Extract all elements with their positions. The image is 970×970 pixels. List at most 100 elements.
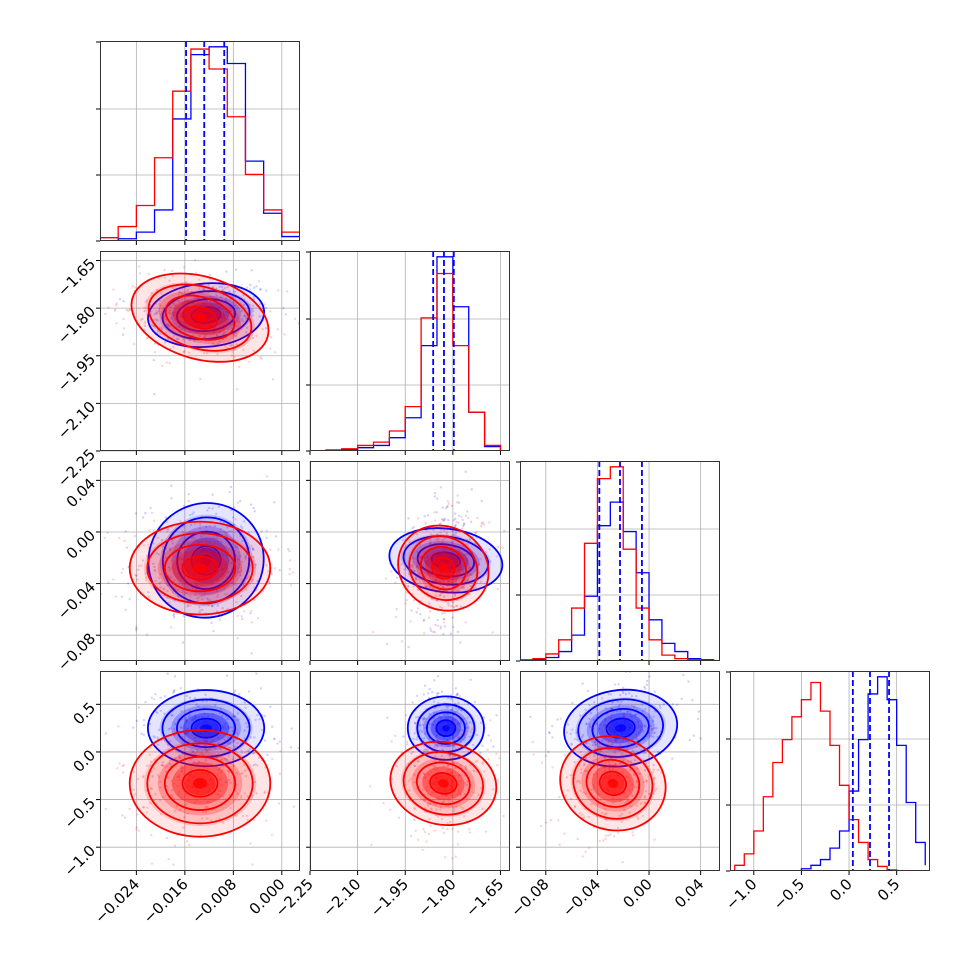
scatter-point [187, 324, 190, 328]
scatter-point [216, 537, 219, 541]
scatter-point [155, 311, 158, 314]
scatter-point [240, 569, 243, 572]
scatter-point [171, 269, 174, 273]
scatter-point [235, 335, 238, 338]
scatter-point [206, 767, 210, 770]
scatter-point [179, 551, 182, 555]
scatter-point [441, 506, 444, 509]
scatter-point [451, 757, 454, 760]
scatter-point [165, 784, 169, 788]
scatter-point [242, 348, 245, 351]
scatter-point [420, 730, 424, 734]
scatter-point [442, 529, 446, 532]
scatter-point [217, 789, 221, 792]
scatter-point [240, 749, 243, 752]
scatter-point [288, 550, 291, 553]
scatter-point [173, 579, 176, 582]
scatter-point [653, 731, 657, 734]
scatter-point [178, 312, 182, 315]
scatter-point [240, 751, 244, 754]
scatter-point [595, 772, 599, 775]
scatter-point [422, 717, 426, 720]
scatter-point [179, 765, 183, 768]
scatter-point [485, 550, 488, 553]
scatter-point [455, 558, 459, 562]
scatter-point [226, 583, 229, 587]
scatter-point [656, 735, 659, 738]
scatter-point [432, 764, 435, 767]
scatter-point [468, 735, 471, 739]
scatter-point [158, 312, 161, 316]
scatter-point [459, 793, 462, 797]
scatter-point [208, 300, 212, 303]
scatter-point [450, 771, 453, 774]
scatter-point [236, 324, 239, 327]
scatter-point [423, 776, 426, 779]
scatter-point [586, 689, 590, 693]
scatter-point [435, 538, 439, 541]
scatter-point [250, 580, 254, 583]
scatter-point [627, 788, 630, 792]
scatter-point [429, 585, 432, 588]
scatter-point [235, 387, 239, 391]
scatter-point [620, 813, 623, 816]
scatter-point [236, 326, 240, 329]
scatter-point [305, 506, 307, 508]
scatter-point [630, 715, 633, 718]
scatter-point [225, 553, 228, 557]
scatter-point [585, 722, 588, 726]
scatter-point [607, 692, 610, 696]
scatter-point [429, 824, 432, 828]
scatter-point [432, 711, 436, 714]
scatter-point [606, 713, 609, 716]
scatter-point [208, 553, 211, 557]
scatter-point [605, 726, 608, 730]
scatter-point [172, 335, 175, 338]
scatter-point [437, 539, 440, 542]
scatter-point [636, 815, 639, 819]
scatter-point [592, 726, 595, 730]
scatter-point [159, 696, 162, 699]
scatter-point [460, 569, 464, 572]
scatter-point [604, 707, 608, 710]
scatter-point [178, 756, 181, 759]
scatter-point [434, 769, 438, 772]
scatter-point [465, 556, 468, 560]
scatter-point [177, 774, 181, 777]
scatter-point [422, 772, 425, 775]
scatter-point [416, 607, 420, 610]
scatter-point [211, 342, 215, 346]
scatter-point [612, 710, 615, 713]
scatter-point [165, 361, 168, 364]
scatter-point [186, 727, 190, 730]
scatter-point [477, 588, 481, 592]
scatter-point [245, 814, 249, 818]
scatter-point [243, 701, 246, 704]
scatter-point [565, 731, 569, 734]
scatter-point [450, 794, 454, 797]
scatter-point [241, 617, 244, 621]
scatter-point [160, 364, 164, 368]
scatter-point [199, 377, 202, 381]
scatter-point [237, 718, 240, 721]
scatter-point [608, 768, 611, 772]
scatter-point [643, 796, 646, 799]
scatter-point [459, 739, 462, 742]
scatter-point [431, 580, 434, 583]
histogram-red [100, 48, 300, 241]
scatter-point [604, 762, 607, 765]
scatter-point [193, 714, 197, 718]
scatter-point [231, 516, 235, 519]
scatter-point [437, 692, 440, 695]
y-tick-label: −2.10 [54, 398, 99, 443]
scatter-point [590, 803, 593, 806]
scatter-point [184, 719, 188, 723]
contour-blue [563, 688, 679, 768]
scatter-point [631, 831, 634, 834]
scatter-point [431, 690, 434, 694]
scatter-point [250, 269, 254, 272]
scatter-point [382, 801, 385, 805]
scatter-point [222, 727, 226, 730]
scatter-point [489, 560, 492, 563]
scatter-point [578, 714, 582, 717]
